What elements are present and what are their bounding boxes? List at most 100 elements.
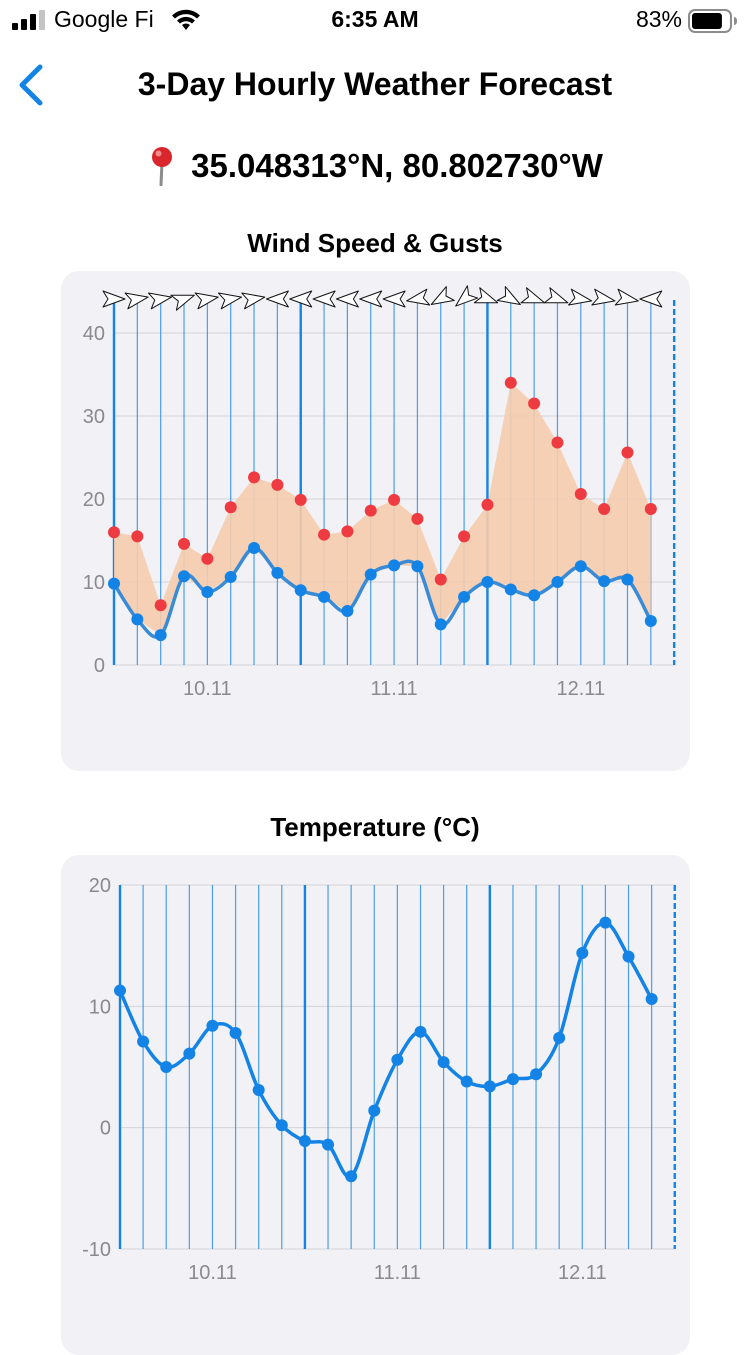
wind-speed-point [388,559,401,572]
wind-gust-point [411,512,424,525]
wind-speed-point [341,605,354,618]
location-coordinates: 35.048313°N, 80.802730°W [191,147,603,184]
status-bar: Google Fi 6:35 AM 83% [0,0,750,42]
y-tick-label: 20 [89,875,111,897]
wind-speed-point [598,575,611,588]
wind-speed-point [621,573,634,586]
wind-gust-point [504,376,517,389]
temperature-chart-title: Temperature (°C) [270,812,480,842]
wind-gust-point [248,471,261,484]
temperature-point [576,946,589,959]
battery-icon [688,9,737,33]
gust-range-area [114,382,651,636]
wind-gust-point [131,530,144,543]
wind-speed-point [131,613,144,626]
y-tick-label: 10 [89,996,111,1018]
wind-gust-point [271,478,284,491]
x-tick-label: 10.11 [183,678,232,700]
wind-gust-point [458,530,471,543]
wind-gust-point [388,493,401,506]
temperature-point [530,1068,543,1081]
temperature-point [368,1104,381,1117]
temperature-point [506,1073,519,1086]
temperature-point [645,993,658,1006]
wind-chart-title: Wind Speed & Gusts [247,228,503,258]
wind-speed-point [318,590,331,603]
wind-direction-arrow-icon [473,287,499,304]
wind-direction-arrow-icon [194,292,219,310]
temperature-point [275,1119,288,1132]
wind-gust-point [644,502,657,515]
y-tick-label: 0 [100,1118,111,1140]
wind-speed-point [528,589,541,602]
wind-gust-point [178,537,191,550]
wind-chart-card: 0 10 20 30 40 10.11 11.11 12.11 [61,271,690,771]
wind-gust-point [341,525,354,538]
temperature-point [553,1031,566,1044]
x-tick-label: 12.11 [557,678,606,700]
temperature-point [322,1138,335,1151]
wind-direction-arrow-icon [455,285,479,307]
wind-gust-point [598,502,611,515]
temperature-point [229,1027,242,1040]
battery-percentage: 83% [635,6,682,32]
wind-direction-arrow-icon [289,290,313,308]
temperature-chart-card: -10 0 10 20 10.11 11.11 12.11 [61,855,690,1355]
temperature-point [599,916,612,929]
x-tick-label: 10.11 [188,1262,237,1284]
cellular-signal-icon [12,10,45,30]
navigation-bar: 3-Day Hourly Weather Forecast [0,52,750,116]
temperature-point [114,984,126,997]
wind-speed-point [201,585,214,598]
x-tick-label: 12.11 [558,1262,607,1284]
temperature-point [345,1170,358,1183]
map-pin-icon [152,147,173,186]
temperature-point [160,1061,173,1073]
wind-speed-point [224,571,237,584]
temperature-point [437,1056,450,1069]
wind-gust-point [621,446,634,459]
wind-gust-point [318,528,331,541]
wind-direction-arrow-icon [568,288,593,306]
temperature-point [391,1053,404,1066]
wind-direction-arrow-icon [591,288,616,306]
wind-direction-arrow-icon [312,290,336,308]
wind-speed-point [364,568,377,581]
wind-gust-point [201,552,214,565]
back-button[interactable] [14,62,50,108]
y-tick-label: 20 [83,489,105,511]
temperature-point [298,1135,311,1148]
wind-direction-arrow-icon [430,286,455,305]
y-tick-label: 10 [83,572,105,594]
wind-speed-point [178,570,191,583]
wind-direction-arrow-icon [406,288,431,306]
wind-speed-point [504,583,517,596]
y-tick-label: 0 [94,655,105,677]
x-tick-label: 11.11 [371,678,418,700]
y-tick-label: 40 [83,323,105,345]
wind-speed-point [154,629,167,642]
wind-gust-point [434,573,447,586]
wifi-icon [172,9,200,30]
temperature-point [137,1035,150,1048]
temperature-point [622,950,635,963]
temperature-point [206,1019,219,1032]
status-time: 6:35 AM [331,6,419,32]
location-header: 35.048313°N, 80.802730°W [0,146,750,190]
wind-direction-arrow-icon [496,286,521,305]
wind-speed-point [271,566,284,579]
wind-gust-point [481,498,494,511]
wind-direction-arrow-icon [170,294,195,311]
wind-direction-arrow-icon [102,290,126,308]
wind-gust-point [574,488,587,501]
temperature-line [118,920,654,1179]
x-tick-label: 11.11 [374,1262,421,1284]
wind-gust-point [294,493,307,506]
wind-gust-point [528,397,541,410]
wind-gust-point [224,501,237,514]
carrier-name: Google Fi [54,6,154,32]
wind-speed-point [481,576,494,588]
wind-direction-arrow-icon [217,292,243,310]
y-tick-label: -10 [82,1239,111,1261]
wind-direction-arrow-icon [543,287,569,304]
